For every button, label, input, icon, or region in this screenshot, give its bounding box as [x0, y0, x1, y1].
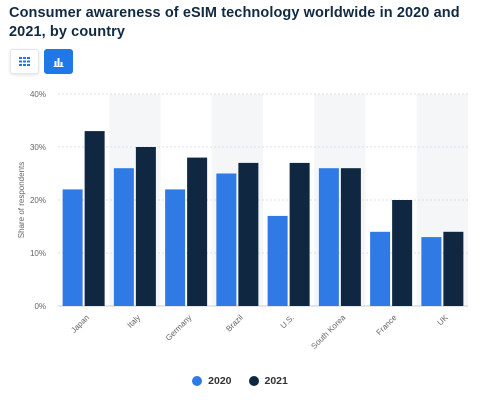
y-tick-label: 30%: [30, 143, 46, 152]
bar-chart-icon: [53, 57, 64, 67]
bar-chart: 0% 10% 20% 30% 40% Share of respondents Japan I…: [17, 90, 468, 351]
legend-label-2020: 2020: [208, 375, 232, 387]
x-tick-label: Japan: [69, 313, 91, 335]
bar-2021-south-korea[interactable]: [340, 168, 361, 306]
bar-2020-germany[interactable]: [165, 189, 186, 306]
chart-title: Consumer awareness of eSIM technology wo…: [9, 5, 460, 40]
table-view-button[interactable]: [10, 49, 39, 74]
y-axis-label: Share of respondents: [17, 162, 26, 239]
bar-2020-italy[interactable]: [113, 168, 134, 306]
bar-2021-italy[interactable]: [135, 147, 156, 306]
bar-2021-u-s-[interactable]: [289, 162, 310, 306]
x-tick-label: UK: [436, 313, 451, 328]
chart-area: 0% 10% 20% 30% 40% Share of respondents Japan I…: [0, 86, 480, 354]
bar-2021-japan[interactable]: [84, 131, 105, 306]
legend-swatch-2020: [192, 376, 203, 386]
x-tick-label: South Korea: [309, 313, 347, 351]
bar-2021-brazil[interactable]: [238, 162, 259, 306]
y-tick-label: 0%: [34, 302, 46, 311]
x-tick-label: France: [375, 313, 399, 337]
bar-2020-south-korea[interactable]: [318, 168, 339, 306]
y-tick-label: 40%: [30, 90, 46, 99]
bar-2020-brazil[interactable]: [216, 173, 237, 307]
legend-item-2020[interactable]: 2020: [192, 375, 232, 387]
bar-2021-germany[interactable]: [187, 157, 208, 306]
x-tick-label: Italy: [126, 313, 143, 330]
table-grid-icon: [19, 57, 30, 66]
legend: 2020 2021: [0, 373, 480, 389]
bar-2020-u-s-[interactable]: [267, 215, 288, 306]
bar-2020-japan[interactable]: [62, 189, 83, 306]
x-tick-label: Brazil: [224, 313, 245, 334]
y-tick-label: 20%: [30, 196, 46, 205]
legend-label-2021: 2021: [264, 375, 288, 387]
legend-item-2021[interactable]: 2021: [248, 375, 288, 387]
chart-view-button[interactable]: [44, 49, 73, 74]
x-tick-label: U.S.: [279, 313, 296, 330]
bar-2020-france[interactable]: [370, 231, 391, 306]
bar-2021-france[interactable]: [392, 200, 413, 306]
legend-swatch-2021: [248, 376, 259, 386]
bar-2021-uk[interactable]: [443, 231, 464, 306]
y-tick-label: 10%: [30, 249, 46, 258]
bar-2020-uk[interactable]: [421, 237, 442, 306]
x-tick-label: Germany: [164, 313, 194, 343]
